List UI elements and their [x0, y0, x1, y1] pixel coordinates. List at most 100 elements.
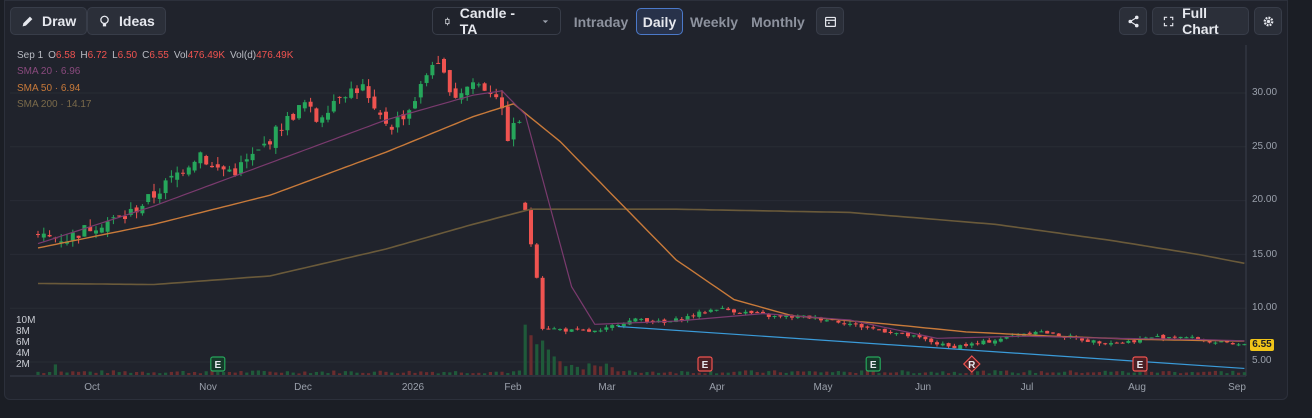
candle-body — [41, 233, 46, 238]
volume-bar — [999, 371, 1003, 375]
volume-bar — [738, 371, 742, 375]
tab-weekly[interactable]: Weekly — [690, 13, 738, 30]
volume-bar — [193, 371, 197, 375]
volume-bar — [1109, 371, 1113, 375]
volume-bar — [1086, 372, 1090, 375]
volume-bar — [1121, 371, 1125, 375]
volume-bar — [645, 372, 649, 375]
candle-body — [337, 96, 342, 98]
volume-bar — [865, 370, 869, 375]
ideas-button[interactable]: Ideas — [87, 7, 166, 35]
volume-bar — [587, 363, 591, 375]
volume-bar — [807, 371, 811, 375]
volume-bar — [169, 371, 173, 375]
candle-body — [215, 164, 220, 168]
candle-body — [737, 312, 742, 314]
volume-bar — [372, 371, 376, 375]
candle-body — [900, 332, 905, 334]
candle-body — [703, 312, 707, 314]
volume-bar — [1092, 372, 1096, 375]
volume-bar — [494, 371, 498, 375]
candle-body — [1196, 337, 1200, 341]
earnings-marker[interactable]: E — [865, 356, 881, 372]
volume-bar — [285, 371, 289, 375]
volume-bar — [233, 372, 237, 375]
tab-monthly[interactable]: Monthly — [751, 13, 805, 30]
y-tick: 25.00 — [1252, 141, 1278, 152]
candle-body — [766, 313, 771, 317]
candle-body — [1056, 333, 1061, 337]
volume-bar — [773, 370, 777, 375]
settings-button[interactable] — [1254, 7, 1282, 35]
candle-body — [152, 191, 156, 198]
volume-bar — [581, 369, 585, 375]
y-tick: 5.00 — [1252, 355, 1272, 366]
candle-body — [778, 315, 783, 317]
candle-body — [1103, 343, 1108, 345]
chart-type-select[interactable]: Candle - TA — [432, 5, 561, 37]
volume-bar — [767, 371, 771, 375]
volume-tick: 10M — [16, 315, 36, 326]
earnings-marker[interactable]: E — [210, 356, 226, 372]
candle-body — [859, 323, 864, 328]
volume-bar — [964, 373, 968, 375]
volume-bar — [633, 372, 637, 375]
volume-bar — [987, 373, 991, 375]
volume-bar — [778, 372, 782, 375]
lightbulb-icon — [100, 15, 109, 26]
volume-bar — [401, 372, 405, 375]
gear-icon — [1263, 16, 1273, 26]
candle-body — [181, 172, 185, 174]
volume-bar — [918, 372, 922, 375]
volume-bar — [981, 370, 985, 375]
volume-bar — [1028, 370, 1032, 375]
candle-body — [389, 126, 394, 130]
earnings-marker[interactable]: E — [697, 356, 713, 372]
last-price-tag: 6.55 — [1250, 339, 1274, 351]
volume-bar — [726, 372, 730, 375]
event-marker-label: E — [1137, 360, 1144, 371]
split-marker[interactable]: R — [962, 355, 981, 373]
legend-date: Sep 1 — [17, 50, 44, 61]
volume-bar — [558, 361, 562, 375]
candle-body — [331, 100, 336, 112]
candle-body — [523, 202, 528, 210]
volume-bar — [651, 371, 655, 375]
candle-body — [465, 86, 470, 96]
volume-bar — [320, 371, 324, 375]
candle-body — [326, 112, 330, 120]
draw-button[interactable]: Draw — [10, 7, 88, 35]
vold-value: 476.49K — [256, 50, 294, 61]
candle-body — [1051, 332, 1055, 334]
tab-daily[interactable]: Daily — [636, 8, 683, 35]
x-tick: Apr — [709, 382, 725, 393]
low-value: 6.50 — [117, 50, 138, 61]
open-key: O — [48, 50, 56, 61]
candle-body — [111, 217, 116, 219]
candle-body — [639, 318, 644, 320]
full-chart-label: Full Chart — [1182, 5, 1219, 37]
sma20-legend: SMA 20 · 6.96 — [17, 66, 81, 77]
share-button[interactable] — [1119, 7, 1147, 35]
volume-bar — [413, 372, 417, 375]
candle-body — [592, 330, 597, 333]
candle-body — [964, 344, 968, 346]
candle-body — [621, 323, 626, 327]
volume-bar — [680, 371, 684, 375]
candle-body — [720, 307, 725, 309]
volume-bar — [703, 373, 707, 375]
volume-bar — [106, 373, 110, 375]
tab-intraday[interactable]: Intraday — [573, 13, 629, 30]
event-marker-label: E — [870, 360, 877, 371]
volume-bar — [1051, 372, 1055, 375]
volume-bar — [871, 370, 875, 375]
candle-body — [749, 310, 754, 314]
volume-bar — [970, 372, 974, 375]
candle-body — [372, 96, 377, 109]
candle-body — [1167, 337, 1171, 339]
full-chart-button[interactable]: Full Chart — [1152, 5, 1249, 37]
candle-body — [233, 168, 238, 176]
calendar-button[interactable] — [816, 7, 844, 35]
earnings-marker[interactable]: E — [1132, 356, 1148, 372]
